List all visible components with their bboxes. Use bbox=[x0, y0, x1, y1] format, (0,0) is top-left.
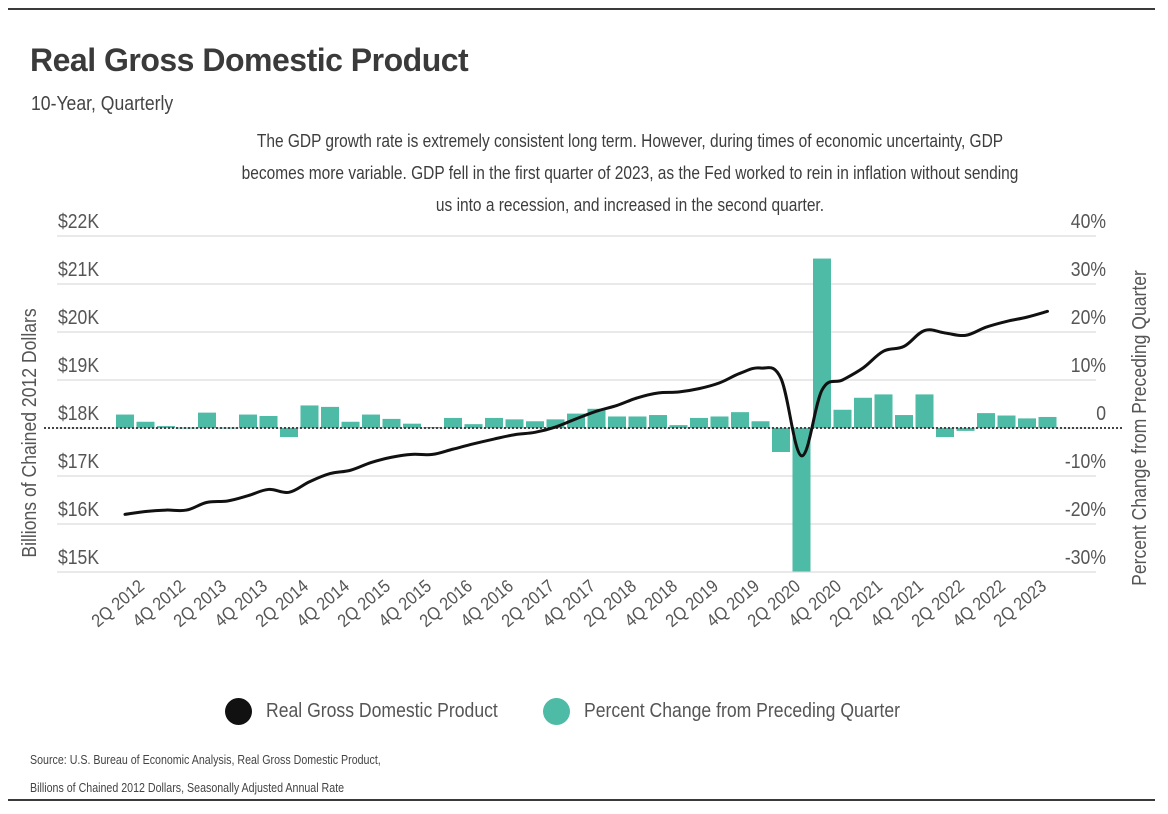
gridlines bbox=[57, 235, 1096, 573]
bar bbox=[362, 414, 380, 428]
left-tick-label: $18K bbox=[58, 402, 99, 424]
bar bbox=[710, 416, 729, 428]
description-line-3: us into a recession, and increased in th… bbox=[435, 195, 825, 215]
bar bbox=[731, 412, 749, 428]
bar bbox=[321, 406, 339, 428]
left-tick-label: $19K bbox=[58, 354, 99, 376]
left-axis-title: Billions of Chained 2012 Dollars bbox=[18, 308, 40, 557]
bar bbox=[116, 414, 134, 428]
source-line-1: Source: U.S. Bureau of Economic Analysis… bbox=[30, 752, 381, 767]
right-tick-label: 10% bbox=[1071, 354, 1106, 376]
bar bbox=[259, 416, 278, 428]
bar bbox=[485, 417, 503, 428]
legend-dot-black-icon bbox=[224, 698, 252, 725]
bar bbox=[382, 418, 401, 428]
right-tick-label: -10% bbox=[1065, 450, 1106, 472]
bar bbox=[280, 428, 298, 438]
legend-dot-teal-icon bbox=[543, 698, 571, 725]
left-tick-label: $17K bbox=[58, 450, 99, 472]
right-tick-label: 20% bbox=[1071, 306, 1106, 328]
legend-label: Real Gross Domestic Product bbox=[265, 700, 498, 722]
bar bbox=[915, 394, 934, 428]
left-tick-label: $21K bbox=[58, 258, 99, 280]
legend-item-gdp[interactable]: Real Gross Domestic Product bbox=[224, 698, 529, 725]
bar bbox=[997, 415, 1016, 428]
bar bbox=[239, 414, 257, 428]
bar bbox=[936, 428, 954, 438]
bar bbox=[874, 394, 893, 428]
bar bbox=[854, 397, 872, 428]
top-rule bbox=[8, 8, 1155, 10]
left-tick-label: $22K bbox=[58, 210, 99, 232]
left-axis-ticks: $15K $16K $17K $18K $19K $20K $21K $22K bbox=[58, 210, 99, 568]
bar bbox=[341, 421, 360, 428]
bar bbox=[690, 417, 708, 428]
gdp-line bbox=[123, 309, 1049, 516]
bar bbox=[300, 405, 319, 428]
right-tick-label: -20% bbox=[1065, 498, 1106, 520]
chart-subtitle: 10-Year, Quarterly bbox=[31, 93, 174, 115]
description-line-1: The GDP growth rate is extremely consist… bbox=[256, 131, 1004, 151]
legend: Real Gross Domestic Product Percent Chan… bbox=[0, 698, 1168, 725]
chart-plot: $15K $16K $17K $18K $19K $20K $21K $22K -30% -20… bbox=[18, 210, 1150, 632]
right-tick-label: -30% bbox=[1065, 546, 1106, 568]
bottom-rule bbox=[8, 799, 1155, 801]
bar bbox=[772, 428, 790, 452]
bar bbox=[444, 417, 462, 428]
bar bbox=[1018, 418, 1036, 428]
bar bbox=[1038, 416, 1057, 428]
bar bbox=[956, 428, 975, 431]
right-axis-ticks: -30% -20% -10% 0 10% 20% 30% 40% bbox=[1065, 210, 1106, 568]
left-tick-label: $20K bbox=[58, 306, 99, 328]
left-tick-label: $16K bbox=[58, 498, 99, 520]
bar bbox=[403, 423, 421, 428]
bar bbox=[628, 416, 647, 428]
right-axis-title: Percent Change from Preceding Quarter bbox=[1128, 270, 1150, 586]
bar bbox=[608, 416, 626, 428]
right-tick-label: 40% bbox=[1071, 210, 1106, 232]
bar bbox=[526, 421, 544, 428]
chart-description: The GDP growth rate is extremely consist… bbox=[174, 125, 1086, 221]
bar bbox=[546, 419, 565, 428]
bar-series bbox=[116, 258, 1057, 572]
right-tick-label: 30% bbox=[1071, 258, 1106, 280]
bar bbox=[833, 409, 852, 428]
bar bbox=[505, 419, 524, 428]
bar bbox=[177, 427, 196, 429]
legend-label: Percent Change from Preceding Quarter bbox=[584, 700, 901, 722]
bar bbox=[813, 258, 831, 428]
left-tick-label: $15K bbox=[58, 546, 99, 568]
bar bbox=[792, 428, 811, 572]
bar bbox=[977, 413, 995, 428]
bar bbox=[895, 415, 913, 428]
bar bbox=[198, 412, 216, 428]
description-line-2: becomes more variable. GDP fell in the f… bbox=[241, 163, 1019, 183]
bar bbox=[649, 415, 667, 428]
bar bbox=[751, 421, 770, 428]
bar bbox=[669, 425, 688, 428]
legend-item-percent-change[interactable]: Percent Change from Preceding Quarter bbox=[543, 698, 943, 725]
bar bbox=[136, 421, 155, 428]
source-line-2: Billions of Chained 2012 Dollars, Season… bbox=[30, 780, 345, 795]
right-tick-label: 0 bbox=[1096, 402, 1106, 424]
bar bbox=[218, 427, 237, 429]
chart-title: Real Gross Domestic Product bbox=[30, 42, 469, 78]
bar bbox=[464, 424, 483, 428]
